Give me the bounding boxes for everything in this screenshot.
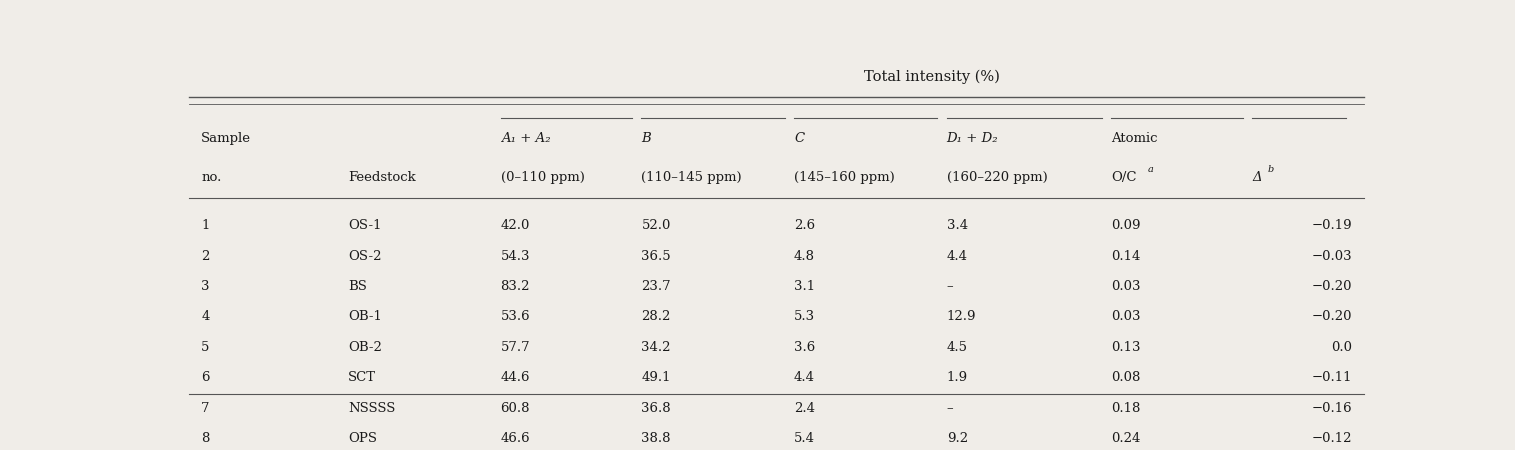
Text: 3.6: 3.6: [794, 341, 815, 354]
Text: OS-1: OS-1: [348, 219, 382, 232]
Text: BS: BS: [348, 280, 367, 293]
Text: 0.24: 0.24: [1110, 432, 1141, 446]
Text: 4.4: 4.4: [947, 249, 968, 262]
Text: 0.14: 0.14: [1110, 249, 1141, 262]
Text: 0.08: 0.08: [1110, 372, 1141, 384]
Text: 4.4: 4.4: [794, 372, 815, 384]
Text: Sample: Sample: [201, 132, 251, 145]
Text: 3.4: 3.4: [947, 219, 968, 232]
Text: b: b: [1267, 165, 1274, 174]
Text: 5.3: 5.3: [794, 310, 815, 324]
Text: −0.20: −0.20: [1312, 280, 1351, 293]
Text: 36.5: 36.5: [641, 249, 671, 262]
Text: 60.8: 60.8: [500, 402, 530, 415]
Text: (110–145 ppm): (110–145 ppm): [641, 171, 742, 184]
Text: −0.20: −0.20: [1312, 310, 1351, 324]
Text: C: C: [794, 132, 804, 145]
Text: 36.8: 36.8: [641, 402, 671, 415]
Text: 12.9: 12.9: [947, 310, 976, 324]
Text: 3.1: 3.1: [794, 280, 815, 293]
Text: –: –: [947, 280, 953, 293]
Text: 7: 7: [201, 402, 209, 415]
Text: 23.7: 23.7: [641, 280, 671, 293]
Text: D₁ + D₂: D₁ + D₂: [947, 132, 998, 145]
Text: NSSSS: NSSSS: [348, 402, 395, 415]
Text: 6: 6: [201, 372, 209, 384]
Text: (145–160 ppm): (145–160 ppm): [794, 171, 895, 184]
Text: 52.0: 52.0: [641, 219, 671, 232]
Text: O/C: O/C: [1110, 171, 1136, 184]
Text: 0.13: 0.13: [1110, 341, 1141, 354]
Text: 0.18: 0.18: [1110, 402, 1141, 415]
Text: 54.3: 54.3: [500, 249, 530, 262]
Text: 53.6: 53.6: [500, 310, 530, 324]
Text: 34.2: 34.2: [641, 341, 671, 354]
Text: OB-2: OB-2: [348, 341, 382, 354]
Text: −0.11: −0.11: [1312, 372, 1351, 384]
Text: 1: 1: [201, 219, 209, 232]
Text: A₁ + A₂: A₁ + A₂: [500, 132, 550, 145]
Text: 5.4: 5.4: [794, 432, 815, 446]
Text: 0.03: 0.03: [1110, 280, 1141, 293]
Text: 44.6: 44.6: [500, 372, 530, 384]
Text: 38.8: 38.8: [641, 432, 671, 446]
Text: 28.2: 28.2: [641, 310, 671, 324]
Text: 2.4: 2.4: [794, 402, 815, 415]
Text: 4.8: 4.8: [794, 249, 815, 262]
Text: 83.2: 83.2: [500, 280, 530, 293]
Text: −0.03: −0.03: [1310, 249, 1351, 262]
Text: −0.12: −0.12: [1312, 432, 1351, 446]
Text: SCT: SCT: [348, 372, 376, 384]
Text: 57.7: 57.7: [500, 341, 530, 354]
Text: 1.9: 1.9: [947, 372, 968, 384]
Text: no.: no.: [201, 171, 221, 184]
Text: (160–220 ppm): (160–220 ppm): [947, 171, 1047, 184]
Text: 46.6: 46.6: [500, 432, 530, 446]
Text: 2.6: 2.6: [794, 219, 815, 232]
Text: 2: 2: [201, 249, 209, 262]
Text: (0–110 ppm): (0–110 ppm): [500, 171, 585, 184]
Text: Atomic: Atomic: [1110, 132, 1157, 145]
Text: 5: 5: [201, 341, 209, 354]
Text: 0.09: 0.09: [1110, 219, 1141, 232]
Text: 4.5: 4.5: [947, 341, 968, 354]
Text: Feedstock: Feedstock: [348, 171, 415, 184]
Text: 3: 3: [201, 280, 209, 293]
Text: 42.0: 42.0: [500, 219, 530, 232]
Text: 0.0: 0.0: [1330, 341, 1351, 354]
Text: −0.19: −0.19: [1310, 219, 1351, 232]
Text: 0.03: 0.03: [1110, 310, 1141, 324]
Text: −0.16: −0.16: [1310, 402, 1351, 415]
Text: 49.1: 49.1: [641, 372, 671, 384]
Text: OB-1: OB-1: [348, 310, 382, 324]
Text: 4: 4: [201, 310, 209, 324]
Text: B: B: [641, 132, 651, 145]
Text: Δ: Δ: [1251, 171, 1262, 184]
Text: Total intensity (%): Total intensity (%): [864, 69, 1000, 84]
Text: OPS: OPS: [348, 432, 377, 446]
Text: a: a: [1147, 165, 1153, 174]
Text: –: –: [947, 402, 953, 415]
Text: 9.2: 9.2: [947, 432, 968, 446]
Text: OS-2: OS-2: [348, 249, 382, 262]
Text: 8: 8: [201, 432, 209, 446]
